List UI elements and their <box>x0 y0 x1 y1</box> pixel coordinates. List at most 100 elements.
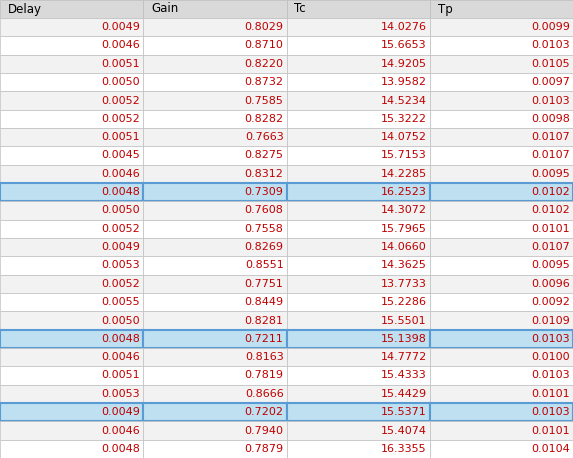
Text: 0.0046: 0.0046 <box>101 352 140 362</box>
Bar <box>286 293 430 311</box>
Bar <box>430 385 573 403</box>
Bar <box>0 128 143 147</box>
Text: 13.7733: 13.7733 <box>381 279 427 289</box>
Bar <box>286 183 430 202</box>
Bar <box>0 183 143 202</box>
Text: 0.0052: 0.0052 <box>101 96 140 105</box>
Bar <box>143 147 286 165</box>
Text: 0.0102: 0.0102 <box>531 187 570 197</box>
Text: 0.0099: 0.0099 <box>531 22 570 32</box>
Text: 0.0101: 0.0101 <box>531 389 570 399</box>
Bar <box>143 348 286 366</box>
Text: 0.0051: 0.0051 <box>101 132 140 142</box>
Bar <box>0 403 143 421</box>
Text: 0.7558: 0.7558 <box>245 224 284 234</box>
Bar <box>430 421 573 440</box>
Text: 0.0102: 0.0102 <box>531 206 570 216</box>
Text: 0.8312: 0.8312 <box>245 169 284 179</box>
Text: 0.7202: 0.7202 <box>245 407 284 417</box>
Bar <box>430 109 573 128</box>
Bar <box>286 73 430 91</box>
Text: 0.0107: 0.0107 <box>531 132 570 142</box>
Text: 0.7663: 0.7663 <box>245 132 284 142</box>
Bar <box>286 128 430 147</box>
Text: 0.0095: 0.0095 <box>531 169 570 179</box>
Text: 14.0276: 14.0276 <box>380 22 427 32</box>
Bar <box>143 55 286 73</box>
Bar <box>430 256 573 275</box>
Bar <box>430 238 573 256</box>
Text: 0.0092: 0.0092 <box>531 297 570 307</box>
Bar <box>0 440 143 458</box>
Text: 0.0049: 0.0049 <box>101 407 140 417</box>
Bar <box>143 366 286 385</box>
Text: 0.0052: 0.0052 <box>101 114 140 124</box>
Bar <box>430 202 573 220</box>
Text: 0.7211: 0.7211 <box>245 334 284 344</box>
Bar <box>286 256 430 275</box>
Bar <box>430 36 573 55</box>
Text: Delay: Delay <box>8 2 42 16</box>
Bar <box>430 55 573 73</box>
Text: 14.3625: 14.3625 <box>381 261 427 271</box>
Bar <box>0 220 143 238</box>
Text: 15.5501: 15.5501 <box>381 316 427 326</box>
Bar <box>286 55 430 73</box>
Text: 15.5371: 15.5371 <box>381 407 427 417</box>
Text: 0.0050: 0.0050 <box>101 206 140 216</box>
Text: 0.0053: 0.0053 <box>101 389 140 399</box>
Bar <box>143 73 286 91</box>
Text: 0.0098: 0.0098 <box>531 114 570 124</box>
Bar <box>0 330 143 348</box>
Bar <box>143 109 286 128</box>
Text: 15.7153: 15.7153 <box>381 151 427 160</box>
Text: 0.7819: 0.7819 <box>245 371 284 381</box>
Bar <box>430 330 573 348</box>
Text: 0.0050: 0.0050 <box>101 316 140 326</box>
Text: 0.8710: 0.8710 <box>245 40 284 50</box>
Bar <box>0 366 143 385</box>
Bar <box>143 275 286 293</box>
Bar <box>286 91 430 109</box>
Bar <box>0 238 143 256</box>
Bar <box>286 147 430 165</box>
Bar <box>143 330 286 348</box>
Text: 0.8732: 0.8732 <box>245 77 284 87</box>
Text: 0.8281: 0.8281 <box>245 316 284 326</box>
Bar <box>430 0 573 18</box>
Text: 0.0101: 0.0101 <box>531 425 570 436</box>
Bar <box>0 256 143 275</box>
Text: 0.0048: 0.0048 <box>101 444 140 454</box>
Text: 14.0660: 14.0660 <box>381 242 427 252</box>
Bar <box>430 403 573 421</box>
Bar <box>286 440 430 458</box>
Text: 0.0046: 0.0046 <box>101 425 140 436</box>
Bar <box>0 421 143 440</box>
Bar <box>430 348 573 366</box>
Text: 0.0109: 0.0109 <box>531 316 570 326</box>
Bar <box>430 183 573 202</box>
Bar <box>143 421 286 440</box>
Text: 0.0100: 0.0100 <box>531 352 570 362</box>
Text: 0.0107: 0.0107 <box>531 151 570 160</box>
Text: 0.0048: 0.0048 <box>101 334 140 344</box>
Text: 14.3072: 14.3072 <box>380 206 427 216</box>
Text: 14.2285: 14.2285 <box>380 169 427 179</box>
Bar <box>143 36 286 55</box>
Bar <box>143 18 286 36</box>
Bar <box>286 403 430 421</box>
Bar <box>286 366 430 385</box>
Text: 16.3355: 16.3355 <box>381 444 427 454</box>
Text: 13.9582: 13.9582 <box>380 77 427 87</box>
Bar <box>286 238 430 256</box>
Bar <box>0 147 143 165</box>
Text: 14.7772: 14.7772 <box>380 352 427 362</box>
Bar <box>0 165 143 183</box>
Bar <box>143 91 286 109</box>
Text: 0.8269: 0.8269 <box>245 242 284 252</box>
Text: 14.9205: 14.9205 <box>380 59 427 69</box>
Bar <box>430 293 573 311</box>
Bar <box>143 440 286 458</box>
Text: 0.0096: 0.0096 <box>531 279 570 289</box>
Bar <box>143 385 286 403</box>
